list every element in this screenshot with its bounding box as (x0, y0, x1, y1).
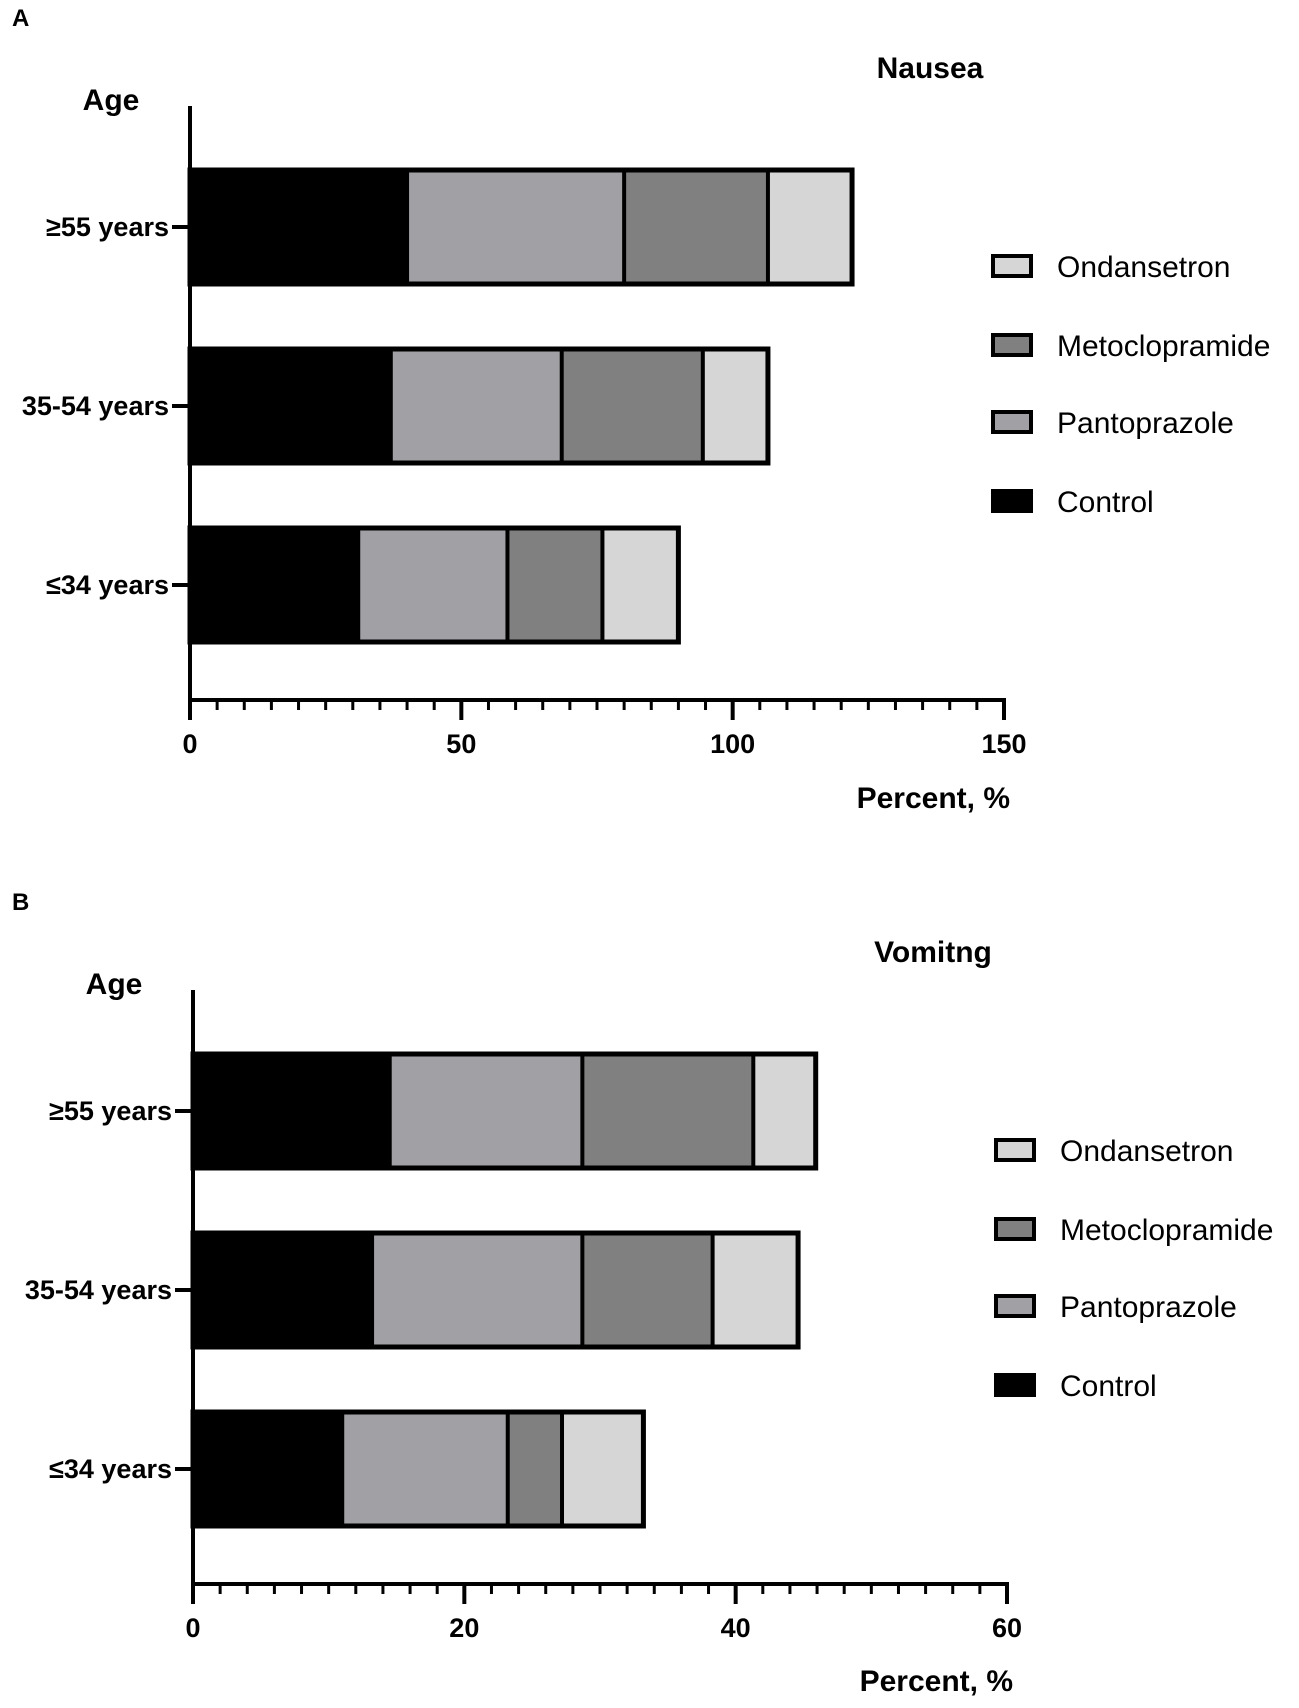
bar-outline-35-54-years (190, 1230, 801, 1350)
bar-ondansetron-55-years (767, 170, 853, 284)
bar-ondansetron-35-54-years (702, 349, 768, 463)
legend-label-ondansetron: Ondansetron (1060, 1135, 1233, 1168)
bar-control-34-years (190, 528, 359, 642)
bar-ondansetron-34-years (562, 1412, 644, 1526)
x-tick-label: 150 (981, 729, 1026, 759)
panel-letter: B (12, 889, 29, 916)
legend-label-control: Control (1060, 1370, 1157, 1403)
bar-metoclopramide-35-54-years (582, 1233, 713, 1347)
bar-metoclopramide-35-54-years (561, 349, 703, 463)
legend-swatch-control (994, 1373, 1036, 1397)
panel-letter: A (12, 5, 29, 32)
legend-swatch-metoclopramide (994, 1217, 1036, 1241)
bar-ondansetron-34-years (602, 528, 679, 642)
bar-ondansetron-35-54-years (712, 1233, 799, 1347)
y-tick-label: ≤34 years (49, 1454, 172, 1484)
bar-outline-34-years (187, 525, 681, 645)
bar-metoclopramide-55-years (624, 170, 768, 284)
y-tick-label: ≥55 years (46, 212, 169, 242)
x-tick-label: 100 (710, 729, 755, 759)
legend-swatch-pantoprazole (991, 410, 1033, 434)
x-tick-label: 50 (446, 729, 476, 759)
bar-control-55-years (190, 170, 408, 284)
legend-label-pantoprazole: Pantoprazole (1057, 407, 1234, 440)
y-tick-label: 35-54 years (25, 1275, 172, 1305)
bar-outline-35-54-years (187, 346, 771, 466)
bar-pantoprazole-35-54-years (372, 1233, 583, 1347)
x-tick-label: 0 (182, 729, 197, 759)
x-tick-label: 60 (992, 1613, 1022, 1643)
bar-metoclopramide-34-years (507, 1412, 563, 1526)
x-axis-title: Percent, % (857, 782, 1010, 815)
legend-label-control: Control (1057, 486, 1154, 519)
legend-label-pantoprazole: Pantoprazole (1060, 1291, 1237, 1324)
legend-swatch-control (991, 489, 1033, 513)
legend-swatch-pantoprazole (994, 1294, 1036, 1318)
legend-swatch-ondansetron (994, 1138, 1036, 1162)
bar-control-34-years (193, 1412, 343, 1526)
x-tick-label: 0 (185, 1613, 200, 1643)
bar-control-35-54-years (190, 349, 391, 463)
panel-a-nausea: A Nausea Age Percent, % 0 50 100 150 ≥55 yea… (12, 5, 1270, 815)
legend-label-metoclopramide: Metoclopramide (1057, 330, 1270, 363)
bar-outline-55-years (187, 167, 855, 287)
bar-metoclopramide-34-years (507, 528, 603, 642)
bar-outline-34-years (190, 1409, 646, 1529)
legend-label-metoclopramide: Metoclopramide (1060, 1214, 1273, 1247)
bar-control-55-years (193, 1054, 390, 1168)
bar-pantoprazole-55-years (389, 1054, 583, 1168)
legend-swatch-metoclopramide (991, 333, 1033, 357)
y-tick-label: ≥55 years (49, 1096, 172, 1126)
legend-swatch-ondansetron (991, 254, 1033, 278)
legend-label-ondansetron: Ondansetron (1057, 251, 1230, 284)
bar-outline-55-years (190, 1051, 819, 1171)
chart-title: Vomitng (874, 936, 992, 969)
y-axis-title: Age (83, 84, 140, 117)
panel-b-vomiting: B Vomitng Age Percent, % 0 20 40 60 ≥55 year… (12, 889, 1273, 1698)
bar-metoclopramide-55-years (582, 1054, 754, 1168)
bar-pantoprazole-35-54-years (390, 349, 562, 463)
bar-pantoprazole-55-years (407, 170, 625, 284)
bar-control-35-54-years (193, 1233, 373, 1347)
x-tick-label: 20 (449, 1613, 479, 1643)
x-tick-label: 40 (721, 1613, 751, 1643)
y-axis-title: Age (86, 968, 143, 1001)
chart-title: Nausea (877, 52, 984, 85)
bar-ondansetron-55-years (753, 1054, 816, 1168)
bar-pantoprazole-34-years (358, 528, 508, 642)
bar-pantoprazole-34-years (342, 1412, 508, 1526)
y-tick-label: 35-54 years (22, 391, 169, 421)
y-tick-label: ≤34 years (46, 570, 169, 600)
x-axis-title: Percent, % (860, 1665, 1013, 1698)
